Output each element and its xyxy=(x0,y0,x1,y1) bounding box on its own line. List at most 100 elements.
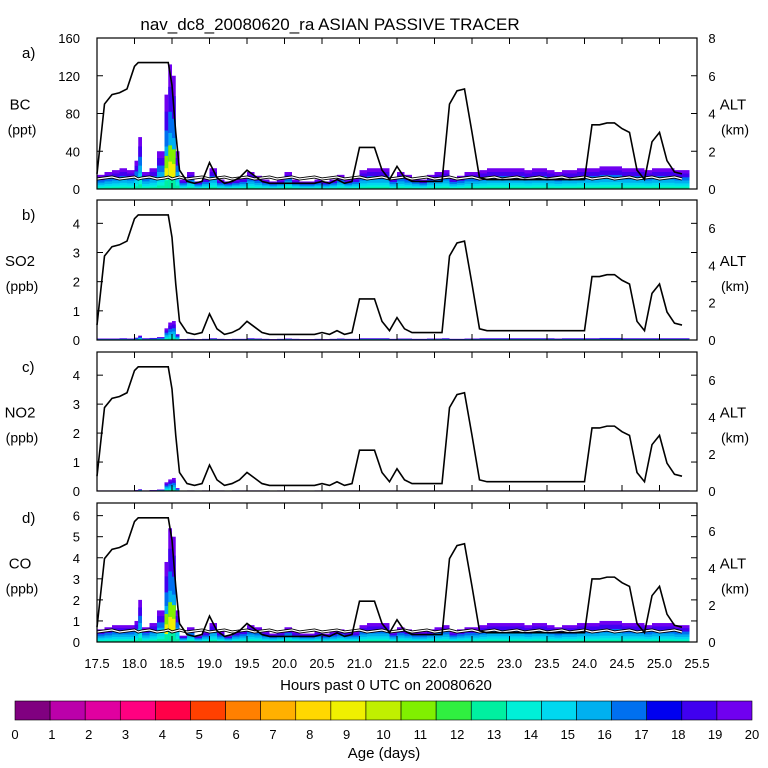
tracer-band xyxy=(119,187,127,189)
colorbar-tick-label: 2 xyxy=(85,727,92,742)
tracer-band xyxy=(569,187,577,189)
right-axis-unit: (km) xyxy=(721,430,749,446)
tracer-band xyxy=(247,640,255,642)
tracer-band xyxy=(637,640,645,642)
tracer-band xyxy=(112,640,120,642)
colorbar-swatch xyxy=(260,700,297,721)
tracer-bar xyxy=(134,160,139,189)
y-axis-unit: (ppb) xyxy=(6,278,39,294)
colorbar-tick-label: 12 xyxy=(450,727,464,742)
right-tick-label: 4 xyxy=(708,107,715,122)
tracer-band xyxy=(127,187,135,189)
tracer-band xyxy=(374,187,382,189)
colorbar-tick-label: 9 xyxy=(343,727,350,742)
tracer-band xyxy=(359,185,367,189)
tracer-band xyxy=(667,187,675,189)
y-axis-left: 0 40 80 120 160 xyxy=(58,31,697,197)
tracer-band xyxy=(517,640,525,642)
y-axis-label: NO2 xyxy=(5,405,36,422)
right-axis-unit: (km) xyxy=(721,581,749,597)
colorbar-swatch xyxy=(611,700,648,721)
panel-label: c) xyxy=(22,359,35,376)
tracer-band xyxy=(284,640,292,642)
tracer-bar xyxy=(674,170,682,189)
tracer-band xyxy=(187,187,195,189)
tracer-band xyxy=(254,640,262,642)
panels: 0408012016002468a)BC(ppt)ALT(km)01234024… xyxy=(5,31,749,650)
right-tick-label: 8 xyxy=(708,31,715,46)
background-line-highlight xyxy=(96,629,683,633)
colorbar-tick-label: 11 xyxy=(414,727,428,742)
right-axis-unit: (km) xyxy=(721,122,749,138)
y-tick-label: 0 xyxy=(73,484,80,499)
y-tick-label: 3 xyxy=(73,397,80,412)
tracer-bar xyxy=(239,177,247,189)
y-axis-unit: (ppb) xyxy=(6,581,39,597)
tracer-band xyxy=(172,164,176,178)
tracer-band xyxy=(592,187,600,189)
tracer-band xyxy=(442,185,450,189)
tracer-band xyxy=(517,187,525,189)
tracer-band xyxy=(532,187,540,189)
tracer-band xyxy=(175,185,180,189)
tracer-bar xyxy=(127,625,135,642)
tracer-band xyxy=(682,187,690,189)
tracer-bar xyxy=(247,625,255,642)
tracer-bar xyxy=(622,623,630,642)
tracer-band xyxy=(524,640,532,642)
tracer-band xyxy=(284,187,292,189)
colorbar-tick-label: 6 xyxy=(232,727,239,742)
tracer-bar xyxy=(187,172,195,189)
y-axis-label: SO2 xyxy=(5,253,35,270)
tracer-band xyxy=(622,640,630,642)
right-tick-label: 4 xyxy=(708,410,715,425)
tracer-band xyxy=(502,187,510,189)
colorbar-tick-label: 0 xyxy=(11,727,18,742)
tracer-bar xyxy=(547,625,555,642)
right-tick-label: 0 xyxy=(708,484,715,499)
tracer-band xyxy=(404,187,412,189)
tracer-band xyxy=(427,187,435,189)
y-tick-label: 0 xyxy=(73,333,80,348)
tracer-bar xyxy=(472,627,480,642)
y-tick-label: 120 xyxy=(58,69,80,84)
tracer-band xyxy=(112,185,120,189)
tracer-band xyxy=(168,602,172,625)
right-axis-label: ALT xyxy=(720,97,746,114)
tracer-band xyxy=(138,184,142,189)
colorbar-swatch xyxy=(84,700,121,721)
y-axis-left: 0 1 2 3 4 xyxy=(73,216,697,348)
right-tick-label: 6 xyxy=(708,221,715,236)
y-axis-right: 0 2 4 6 xyxy=(708,221,715,348)
x-tick-label: 23.5 xyxy=(534,656,559,671)
tracer-band xyxy=(509,640,517,642)
tracer-bar xyxy=(157,610,165,642)
colorbar-swatch xyxy=(365,700,402,721)
colorbar-tick-label: 13 xyxy=(487,727,501,742)
tracer-band xyxy=(614,640,622,642)
tracer-band xyxy=(479,640,487,642)
panel-label: b) xyxy=(22,207,35,224)
colorbar-tick-label: 1 xyxy=(48,727,55,742)
right-axis-label: ALT xyxy=(720,405,746,422)
x-tick-label: 20.0 xyxy=(272,656,297,671)
tracer-band xyxy=(104,187,112,189)
colorbar-swatch xyxy=(49,700,86,721)
tracer-bar xyxy=(479,625,487,642)
altitude-line xyxy=(96,366,683,487)
tracer-band xyxy=(164,627,169,642)
colorbar-tick-label: 8 xyxy=(306,727,313,742)
y-tick-label: 4 xyxy=(73,368,80,383)
x-tick-label: 21.0 xyxy=(347,656,372,671)
tracer-bar xyxy=(524,625,532,642)
tracer-band xyxy=(524,185,532,189)
tracer-band xyxy=(562,640,570,642)
colorbar-tick-label: 4 xyxy=(159,727,166,742)
x-axis-ticks: 17.5 18.0 18.5 19.0 19.5 20.0 20.5 21.0 21.5 22.0… xyxy=(84,656,709,671)
tracer-bar xyxy=(397,627,405,642)
panel-d: 0 1 2 3 4 5 6 0 2 4 6 d) CO (ppb) ALT (km) xyxy=(6,502,749,650)
tracer-bar xyxy=(674,625,682,642)
tracer-band xyxy=(494,640,502,642)
tracer-bar xyxy=(127,170,135,189)
right-tick-label: 2 xyxy=(708,598,715,613)
